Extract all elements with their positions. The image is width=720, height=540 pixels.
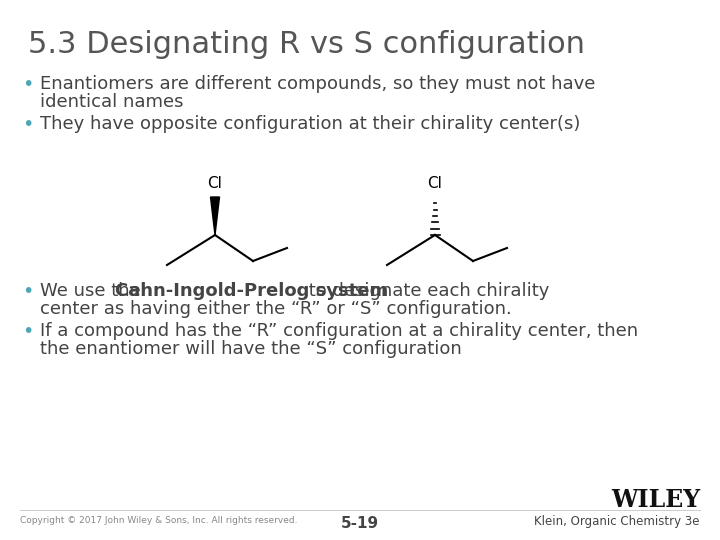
Text: Cl: Cl [207, 176, 222, 191]
Text: Cahn-Ingold-Prelog system: Cahn-Ingold-Prelog system [115, 282, 389, 300]
Text: WILEY: WILEY [611, 488, 700, 512]
Text: Cl: Cl [428, 176, 442, 191]
Text: We use the: We use the [40, 282, 146, 300]
Text: the enantiomer will have the “S” configuration: the enantiomer will have the “S” configu… [40, 340, 462, 358]
Polygon shape [210, 197, 220, 235]
Text: identical names: identical names [40, 93, 184, 111]
Text: 5-19: 5-19 [341, 516, 379, 531]
Text: 5.3 Designating R vs S configuration: 5.3 Designating R vs S configuration [28, 30, 585, 59]
Text: •: • [22, 115, 33, 134]
Text: If a compound has the “R” configuration at a chirality center, then: If a compound has the “R” configuration … [40, 322, 638, 340]
Text: They have opposite configuration at their chirality center(s): They have opposite configuration at thei… [40, 115, 580, 133]
Text: •: • [22, 282, 33, 301]
Text: Enantiomers are different compounds, so they must not have: Enantiomers are different compounds, so … [40, 75, 595, 93]
Text: •: • [22, 75, 33, 94]
Text: •: • [22, 322, 33, 341]
Text: Copyright © 2017 John Wiley & Sons, Inc. All rights reserved.: Copyright © 2017 John Wiley & Sons, Inc.… [20, 516, 297, 525]
Text: Klein, Organic Chemistry 3e: Klein, Organic Chemistry 3e [534, 515, 700, 528]
Text: to designate each chirality: to designate each chirality [303, 282, 549, 300]
Text: center as having either the “R” or “S” configuration.: center as having either the “R” or “S” c… [40, 300, 512, 318]
